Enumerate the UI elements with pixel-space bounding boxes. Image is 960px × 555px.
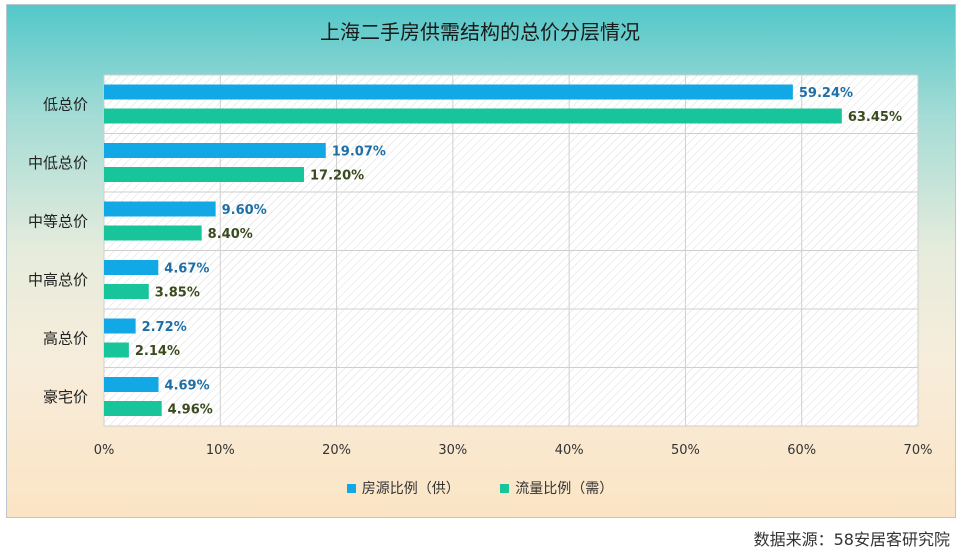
category-label: 中等总价 (28, 212, 88, 230)
bar-value-label: 4.67% (164, 262, 209, 277)
bar-demand (104, 401, 162, 416)
category-label: 高总价 (43, 329, 88, 347)
x-tick-label: 0% (94, 443, 115, 458)
legend-swatch-demand (500, 483, 510, 493)
bar-value-label: 17.20% (310, 169, 364, 184)
source-note: 数据来源：58安居客研究院 (753, 530, 950, 549)
legend-item-supply: 房源比例（供） (346, 478, 460, 498)
bar-supply (104, 260, 159, 275)
chart-title: 上海二手房供需结构的总价分层情况 (320, 20, 640, 44)
bar-demand (104, 342, 129, 358)
legend-label-demand: 流量比例（需） (515, 481, 614, 497)
x-tick-label: 20% (322, 443, 351, 458)
legend-swatch-supply (346, 483, 356, 493)
x-tick-label: 60% (787, 443, 816, 458)
bar-value-label: 9.60% (222, 203, 267, 218)
bar-value-label: 8.40% (208, 227, 253, 242)
bar-demand (104, 167, 305, 182)
bar-demand (104, 225, 202, 241)
bar-demand (104, 108, 842, 124)
bar-supply (104, 84, 793, 100)
bar-value-label: 4.69% (165, 379, 210, 394)
x-tick-label: 10% (206, 443, 235, 458)
bar-demand (104, 284, 149, 299)
bar-supply (104, 318, 136, 334)
chart-legend: 房源比例（供） 流量比例（需） (0, 478, 960, 498)
bar-value-label: 3.85% (155, 286, 200, 301)
bar-value-label: 4.96% (168, 403, 213, 418)
bar-value-label: 2.14% (135, 344, 180, 359)
bar-value-label: 63.45% (848, 110, 902, 125)
bar-supply (104, 377, 159, 392)
legend-label-supply: 房源比例（供） (361, 481, 460, 497)
bar-value-label: 2.72% (142, 320, 187, 335)
category-label: 中低总价 (28, 154, 88, 172)
legend-item-demand: 流量比例（需） (500, 478, 613, 498)
x-tick-label: 40% (555, 443, 584, 458)
category-label: 低总价 (43, 95, 88, 113)
x-tick-label: 70% (904, 443, 933, 458)
x-tick-label: 50% (671, 443, 700, 458)
category-label: 中高总价 (28, 271, 88, 289)
x-tick-label: 30% (438, 443, 467, 458)
bar-value-label: 59.24% (799, 86, 853, 101)
bar-supply (104, 143, 326, 158)
bar-supply (104, 201, 216, 217)
bar-value-label: 19.07% (332, 145, 386, 160)
category-label: 豪宅价 (43, 388, 88, 406)
